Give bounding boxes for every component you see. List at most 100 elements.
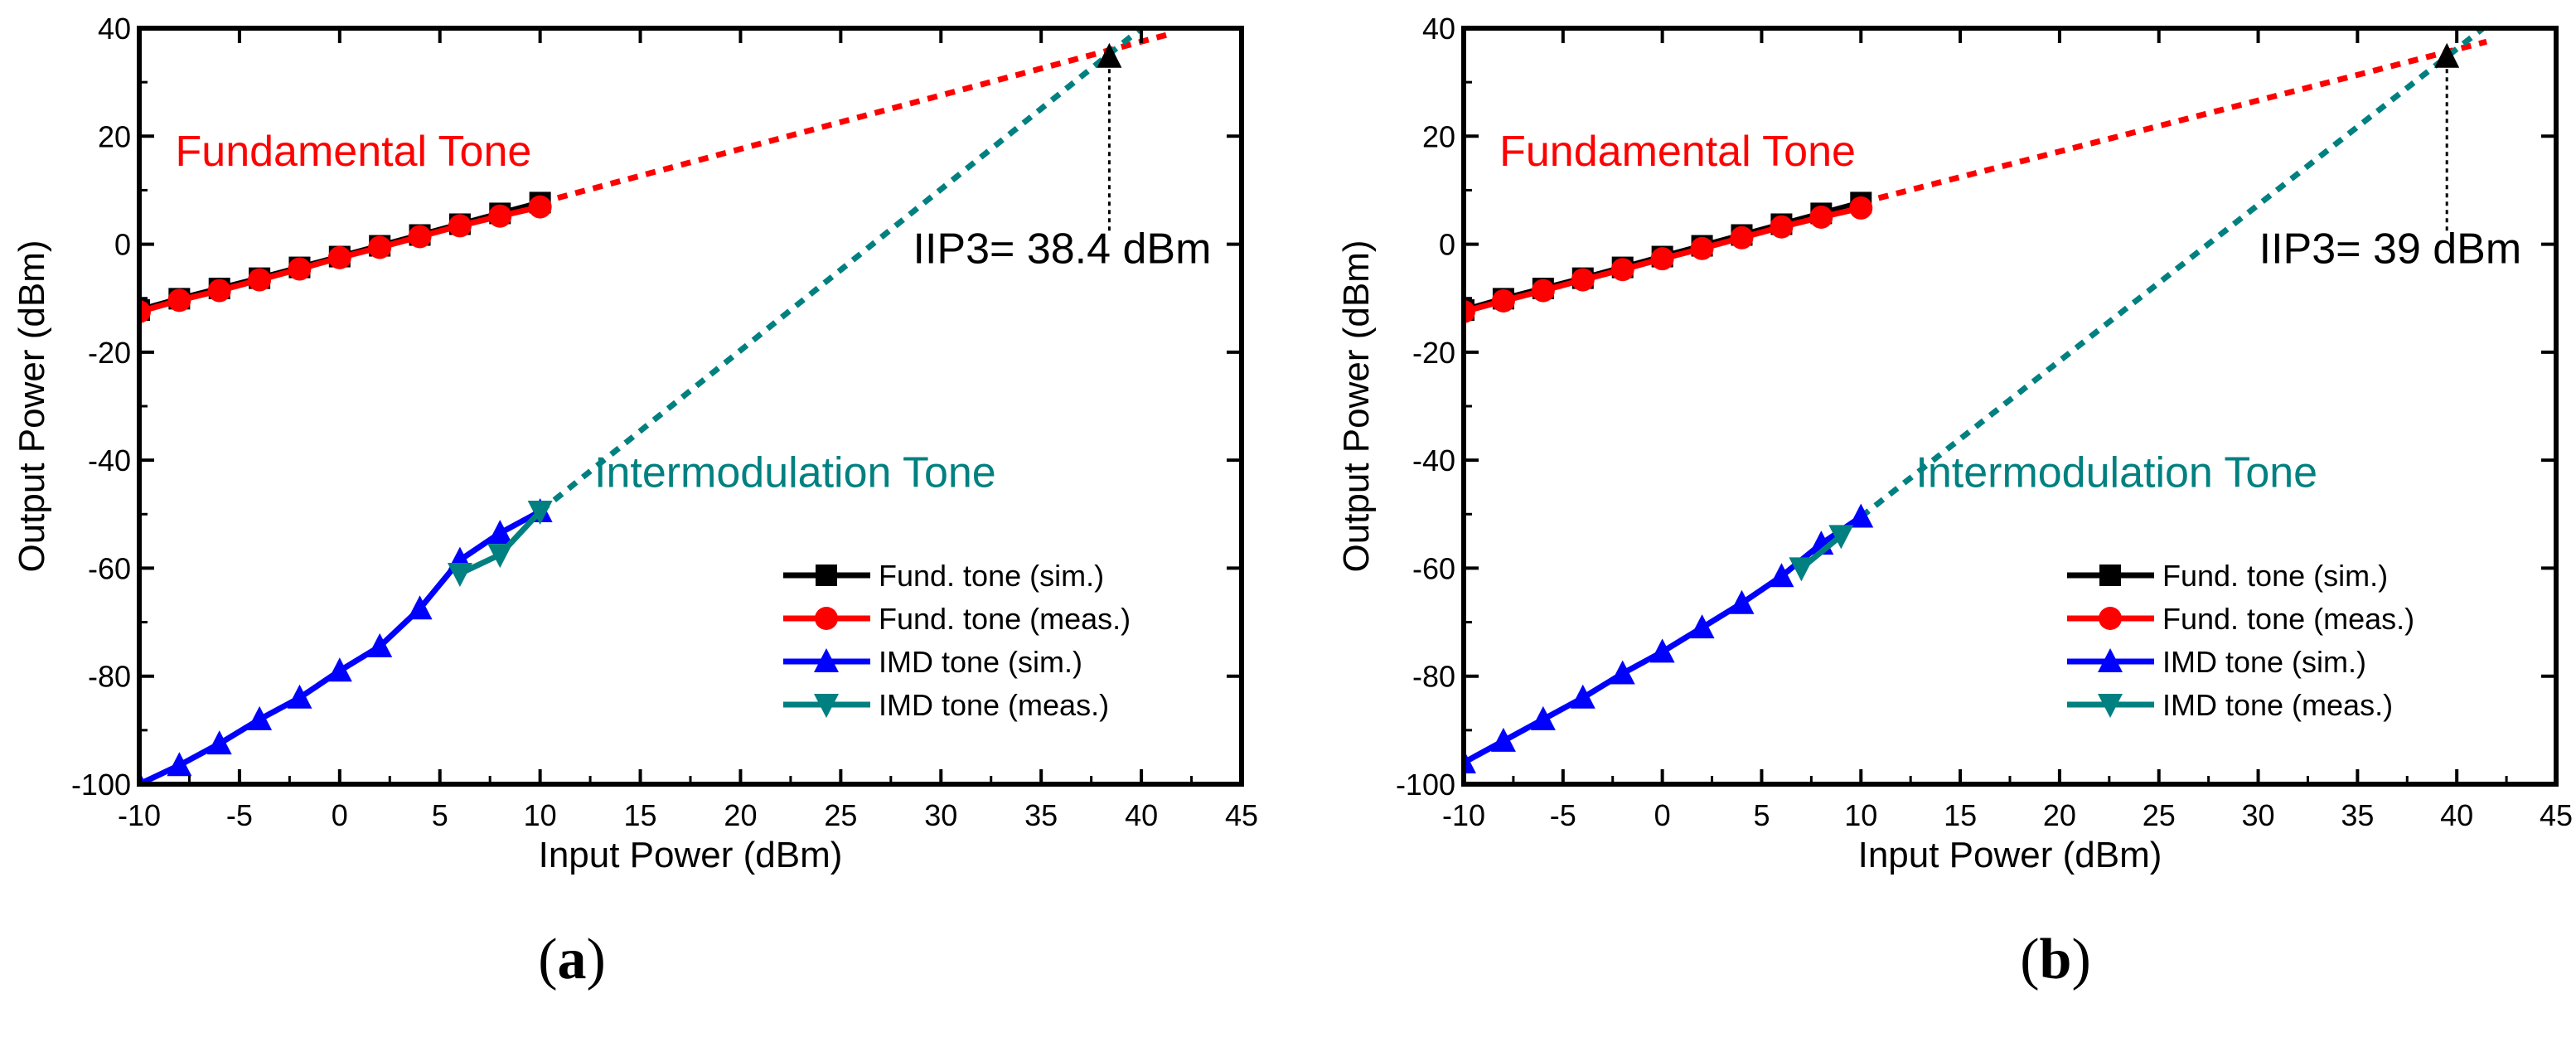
y-tick-label: 40 xyxy=(98,12,131,46)
y-tick-label: -100 xyxy=(1396,768,1455,802)
legend-marker xyxy=(814,648,839,672)
data-point xyxy=(1690,236,1714,260)
data-point xyxy=(528,195,552,219)
legend-label: Fund. tone (meas.) xyxy=(879,602,1131,636)
panel-b: -10 -5 0 5 10 15 20 25 30 35 40 45 -100 -80 -60 -40 -20 0… xyxy=(1336,12,2573,875)
legend-label: Fund. tone (meas.) xyxy=(2162,602,2414,636)
y-tick-label: -100 xyxy=(71,768,131,802)
x-tick-label: 5 xyxy=(432,798,448,832)
x-tick-label: 35 xyxy=(1024,798,1058,832)
data-point xyxy=(248,268,272,292)
data-point xyxy=(1570,684,1595,709)
x-tick-label: 10 xyxy=(1844,798,1877,832)
data-point xyxy=(527,501,553,526)
y-tick-label: -60 xyxy=(1412,551,1455,585)
data-point xyxy=(247,705,273,730)
annotation-fundamental: Fundamental Tone xyxy=(1499,128,1856,176)
x-tick-label: -5 xyxy=(1550,798,1576,832)
y-tick-label: 20 xyxy=(1422,119,1455,153)
x-tick-label: 45 xyxy=(1225,798,1258,832)
legend-label: IMD tone (meas.) xyxy=(879,688,1109,722)
legend-marker xyxy=(815,607,838,630)
x-tick-label: 25 xyxy=(2143,798,2176,832)
legend-label: IMD tone (sim.) xyxy=(2162,645,2366,679)
annotation-intermodulation: Intermodulation Tone xyxy=(1915,449,2317,497)
data-point xyxy=(1828,525,1854,550)
panel-a: -10 -5 0 5 10 15 20 25 30 35 40 45 -100 -80 -60 -40 -20 0… xyxy=(12,12,1258,875)
data-point xyxy=(1649,638,1675,663)
legend-marker xyxy=(2098,694,2123,718)
data-point xyxy=(206,730,232,755)
y-tick-label: 0 xyxy=(1439,228,1455,262)
legend-label: IMD tone (sim.) xyxy=(879,645,1082,679)
x-tick-label: 15 xyxy=(624,798,657,832)
data-point xyxy=(1848,503,1874,528)
data-point xyxy=(1789,557,1814,582)
data-point xyxy=(367,632,393,657)
y-tick-label: 40 xyxy=(1422,12,1455,46)
data-point xyxy=(448,214,472,238)
y-tick-label: -60 xyxy=(88,551,131,585)
x-axis-label: Input Power (dBm) xyxy=(539,835,843,875)
data-point xyxy=(207,279,231,303)
y-tick-label: -40 xyxy=(88,443,131,477)
data-point xyxy=(1770,215,1794,239)
x-tick-label: 5 xyxy=(1753,798,1770,832)
data-point xyxy=(408,225,432,249)
data-point xyxy=(1809,206,1833,229)
legend-marker xyxy=(2099,565,2121,586)
x-tick-label: 25 xyxy=(824,798,857,832)
data-point xyxy=(1530,705,1556,730)
data-point xyxy=(488,204,512,228)
plot-area xyxy=(139,28,1173,784)
y-axis-label: Output Power (dBm) xyxy=(12,240,52,572)
data-point xyxy=(487,544,513,569)
x-tick-label: 20 xyxy=(724,798,757,832)
legend-marker xyxy=(2099,607,2122,630)
x-tick-label: 40 xyxy=(1125,798,1158,832)
y-tick-label: -40 xyxy=(1412,443,1455,477)
data-point xyxy=(1571,268,1595,292)
x-tick-label: 0 xyxy=(332,798,348,832)
x-tick-label: 30 xyxy=(924,798,957,832)
data-point xyxy=(1610,258,1634,282)
data-point xyxy=(1490,727,1516,752)
data-point xyxy=(139,300,151,323)
x-tick-label: 10 xyxy=(524,798,557,832)
data-point xyxy=(1464,300,1475,323)
legend-label: Fund. tone (sim.) xyxy=(2162,559,2388,593)
data-point xyxy=(1531,279,1555,303)
x-tick-label: -5 xyxy=(226,798,253,832)
data-point xyxy=(1849,196,1873,220)
imd-extrapolation xyxy=(538,28,1144,514)
x-tick-label: 35 xyxy=(2341,798,2374,832)
data-point xyxy=(167,752,192,777)
y-tick-label: -20 xyxy=(88,336,131,370)
x-tick-label: 45 xyxy=(2540,798,2573,832)
data-point xyxy=(1610,660,1635,685)
annotation-intermodulation: Intermodulation Tone xyxy=(594,449,996,497)
legend-marker xyxy=(816,565,837,586)
y-tick-label: 0 xyxy=(114,228,131,262)
series-line-2 xyxy=(139,508,542,784)
x-tick-label: -10 xyxy=(118,798,161,832)
data-point xyxy=(447,562,472,587)
caption-a: (a) xyxy=(538,928,606,991)
x-tick-label: -10 xyxy=(1442,798,1485,832)
legend-label: Fund. tone (sim.) xyxy=(879,559,1104,593)
data-point xyxy=(287,684,312,709)
data-point xyxy=(368,235,392,259)
data-point xyxy=(1689,614,1715,639)
x-tick-label: 0 xyxy=(1654,798,1671,832)
y-axis-label: Output Power (dBm) xyxy=(1336,240,1377,572)
y-tick-label: -80 xyxy=(88,660,131,694)
data-point xyxy=(327,657,352,682)
legend-label: IMD tone (meas.) xyxy=(2162,688,2393,722)
x-tick-label: 30 xyxy=(2242,798,2275,832)
x-axis-label: Input Power (dBm) xyxy=(1858,835,2162,875)
data-point xyxy=(1464,749,1476,773)
x-tick-label: 40 xyxy=(2440,798,2473,832)
y-tick-label: -80 xyxy=(1412,660,1455,694)
data-point xyxy=(1491,288,1515,313)
